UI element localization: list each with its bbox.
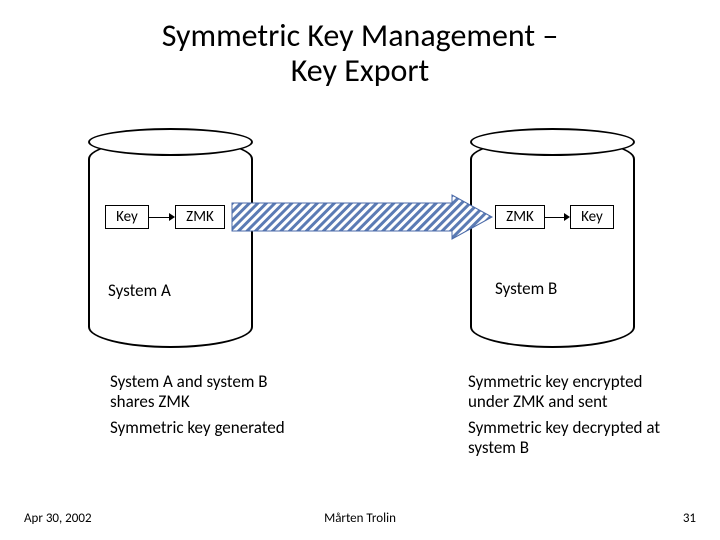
box-zmk-b-label: ZMK (506, 208, 534, 226)
box-key-b-label: Key (581, 208, 603, 226)
connector-key-zmk-a (149, 217, 169, 218)
transfer-arrow (232, 193, 492, 241)
box-zmk-a-label: ZMK (186, 208, 214, 226)
desc-left-2: Symmetric key generated (110, 418, 310, 438)
diagram-canvas: Key ZMK ZMK Key System A System B System… (0, 0, 720, 540)
box-key-a-label: Key (116, 208, 138, 226)
desc-left-1: System A and system B shares ZMK (110, 372, 310, 411)
connector-zmk-key-b (545, 217, 564, 218)
arrowhead-key-zmk-a (169, 213, 175, 221)
footer-page: 31 (683, 511, 696, 526)
label-system-b: System B (495, 278, 557, 299)
cylinder-system-a (88, 138, 253, 348)
desc-right-2: Symmetric key decrypted at system B (468, 418, 668, 457)
box-zmk-a: ZMK (175, 205, 225, 229)
label-system-a: System A (108, 280, 171, 301)
box-zmk-b: ZMK (495, 205, 545, 229)
desc-right-1: Symmetric key encrypted under ZMK and se… (468, 372, 668, 411)
box-key-b: Key (570, 205, 614, 229)
footer-date: Apr 30, 2002 (24, 511, 92, 526)
box-key-a: Key (105, 205, 149, 229)
footer-author: Mårten Trolin (324, 511, 396, 526)
arrowhead-zmk-key-b (564, 213, 570, 221)
cylinder-system-b (470, 138, 635, 348)
